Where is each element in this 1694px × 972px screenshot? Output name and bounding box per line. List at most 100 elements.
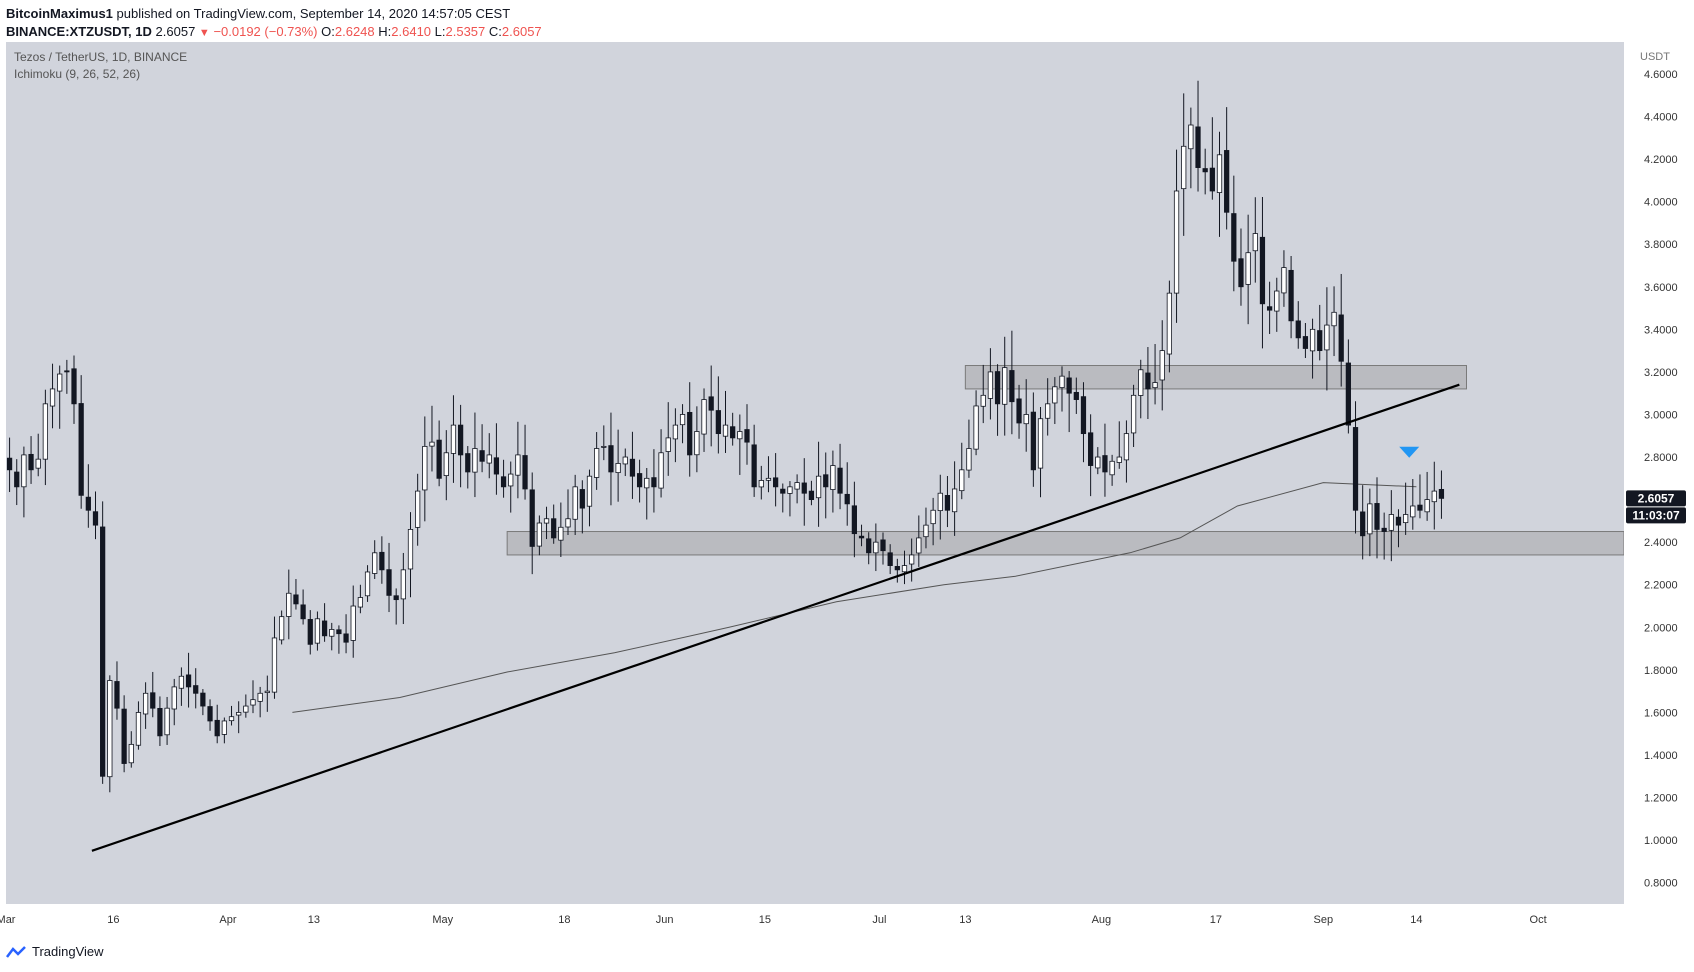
candle bbox=[622, 448, 628, 477]
candle bbox=[1259, 197, 1266, 349]
candle-body bbox=[1288, 269, 1294, 322]
trendline bbox=[91, 383, 1460, 852]
candle bbox=[1045, 378, 1051, 436]
time-axis-area[interactable] bbox=[0, 904, 1694, 938]
candle bbox=[71, 355, 77, 424]
candle-body bbox=[543, 518, 550, 524]
candle bbox=[264, 675, 270, 712]
footer-brand[interactable]: TradingView bbox=[32, 944, 104, 959]
candle-body bbox=[1438, 488, 1445, 499]
candle-body bbox=[1145, 372, 1151, 390]
candle-body bbox=[1252, 233, 1258, 252]
candle-body bbox=[937, 492, 943, 512]
candle bbox=[379, 536, 385, 584]
candle-body bbox=[1302, 336, 1309, 349]
candle bbox=[128, 731, 134, 768]
candle-body bbox=[207, 706, 213, 722]
candle-body bbox=[386, 569, 392, 596]
candle bbox=[1016, 384, 1022, 439]
candle-body bbox=[787, 486, 793, 494]
candle-body bbox=[293, 594, 299, 605]
candle bbox=[916, 515, 922, 567]
candle-body bbox=[629, 458, 636, 477]
price-axis-area[interactable] bbox=[1624, 42, 1694, 938]
candle bbox=[300, 589, 306, 625]
candle-body bbox=[1331, 311, 1337, 327]
candle bbox=[386, 542, 392, 613]
candle-body bbox=[150, 692, 156, 709]
candle bbox=[730, 412, 736, 446]
x-tick-label: Jul bbox=[872, 914, 886, 926]
candle bbox=[1367, 488, 1373, 557]
symbol: BINANCE:XTZUSDT, 1D bbox=[6, 24, 152, 39]
candle-body bbox=[1259, 236, 1266, 305]
candle-body bbox=[14, 471, 20, 488]
candle-body bbox=[465, 453, 471, 473]
candle bbox=[515, 421, 521, 499]
candle bbox=[1052, 377, 1058, 425]
candle bbox=[722, 390, 729, 453]
candle-body bbox=[1073, 391, 1079, 400]
candle-body bbox=[980, 394, 986, 407]
candle bbox=[508, 461, 514, 513]
candle-body bbox=[823, 474, 829, 488]
candle bbox=[372, 540, 378, 579]
candle bbox=[436, 420, 442, 487]
candle bbox=[1266, 281, 1273, 334]
candle bbox=[1095, 447, 1101, 475]
candle-body bbox=[200, 692, 206, 707]
candle-body bbox=[372, 552, 378, 574]
down-arrow-icon: ▼ bbox=[198, 27, 210, 39]
candle bbox=[679, 404, 686, 444]
candle-body bbox=[135, 712, 142, 746]
countdown-label: 11:03:07 bbox=[1632, 508, 1680, 522]
author[interactable]: BitcoinMaximus1 bbox=[6, 6, 113, 21]
x-tick-label: 14 bbox=[1410, 914, 1422, 926]
y-tick-label: 2.2000 bbox=[1644, 580, 1678, 592]
trendline-layer bbox=[91, 383, 1460, 852]
candle bbox=[601, 425, 607, 461]
candle-body bbox=[522, 455, 528, 490]
candle bbox=[350, 585, 356, 658]
candle bbox=[200, 689, 206, 716]
candle-body bbox=[744, 429, 750, 443]
candle-body bbox=[658, 452, 664, 489]
candle bbox=[1281, 250, 1287, 307]
candle bbox=[951, 461, 958, 536]
candle bbox=[1130, 384, 1137, 447]
price-chart[interactable]: Tezos / TetherUS, 1D, BINANCE Ichimoku (… bbox=[0, 42, 1694, 938]
candle bbox=[844, 462, 850, 526]
candle bbox=[1066, 371, 1072, 433]
candle bbox=[64, 359, 70, 394]
candle-body bbox=[1023, 414, 1029, 425]
candle-body bbox=[780, 488, 786, 494]
candle-body bbox=[815, 475, 822, 499]
candle-body bbox=[379, 551, 385, 571]
candle-body bbox=[608, 445, 614, 473]
candle-body bbox=[1102, 455, 1108, 473]
candle-body bbox=[694, 431, 700, 456]
candle-body bbox=[436, 439, 442, 479]
candle-body bbox=[21, 454, 27, 488]
x-tick-label: Sep bbox=[1314, 914, 1334, 926]
candle-body bbox=[1388, 514, 1394, 531]
candle bbox=[1152, 344, 1158, 405]
candle-body bbox=[1045, 403, 1051, 419]
candle bbox=[966, 419, 972, 478]
candle-body bbox=[1116, 456, 1122, 463]
candle-body bbox=[966, 448, 972, 471]
candle-body bbox=[42, 403, 48, 460]
publish-info: BitcoinMaximus1 published on TradingView… bbox=[6, 6, 510, 21]
x-tick-label: 17 bbox=[1210, 914, 1222, 926]
candle bbox=[100, 501, 106, 784]
candle-body bbox=[429, 441, 435, 447]
candle bbox=[744, 404, 750, 465]
candle-body bbox=[715, 410, 721, 435]
candle-body bbox=[1417, 504, 1423, 511]
low-label: L: bbox=[434, 24, 446, 39]
candle-body bbox=[1080, 396, 1087, 435]
plot-background[interactable] bbox=[6, 42, 1624, 904]
candle-body bbox=[422, 445, 428, 491]
y-tick-label: 0.8000 bbox=[1644, 878, 1678, 890]
candle bbox=[107, 675, 113, 793]
